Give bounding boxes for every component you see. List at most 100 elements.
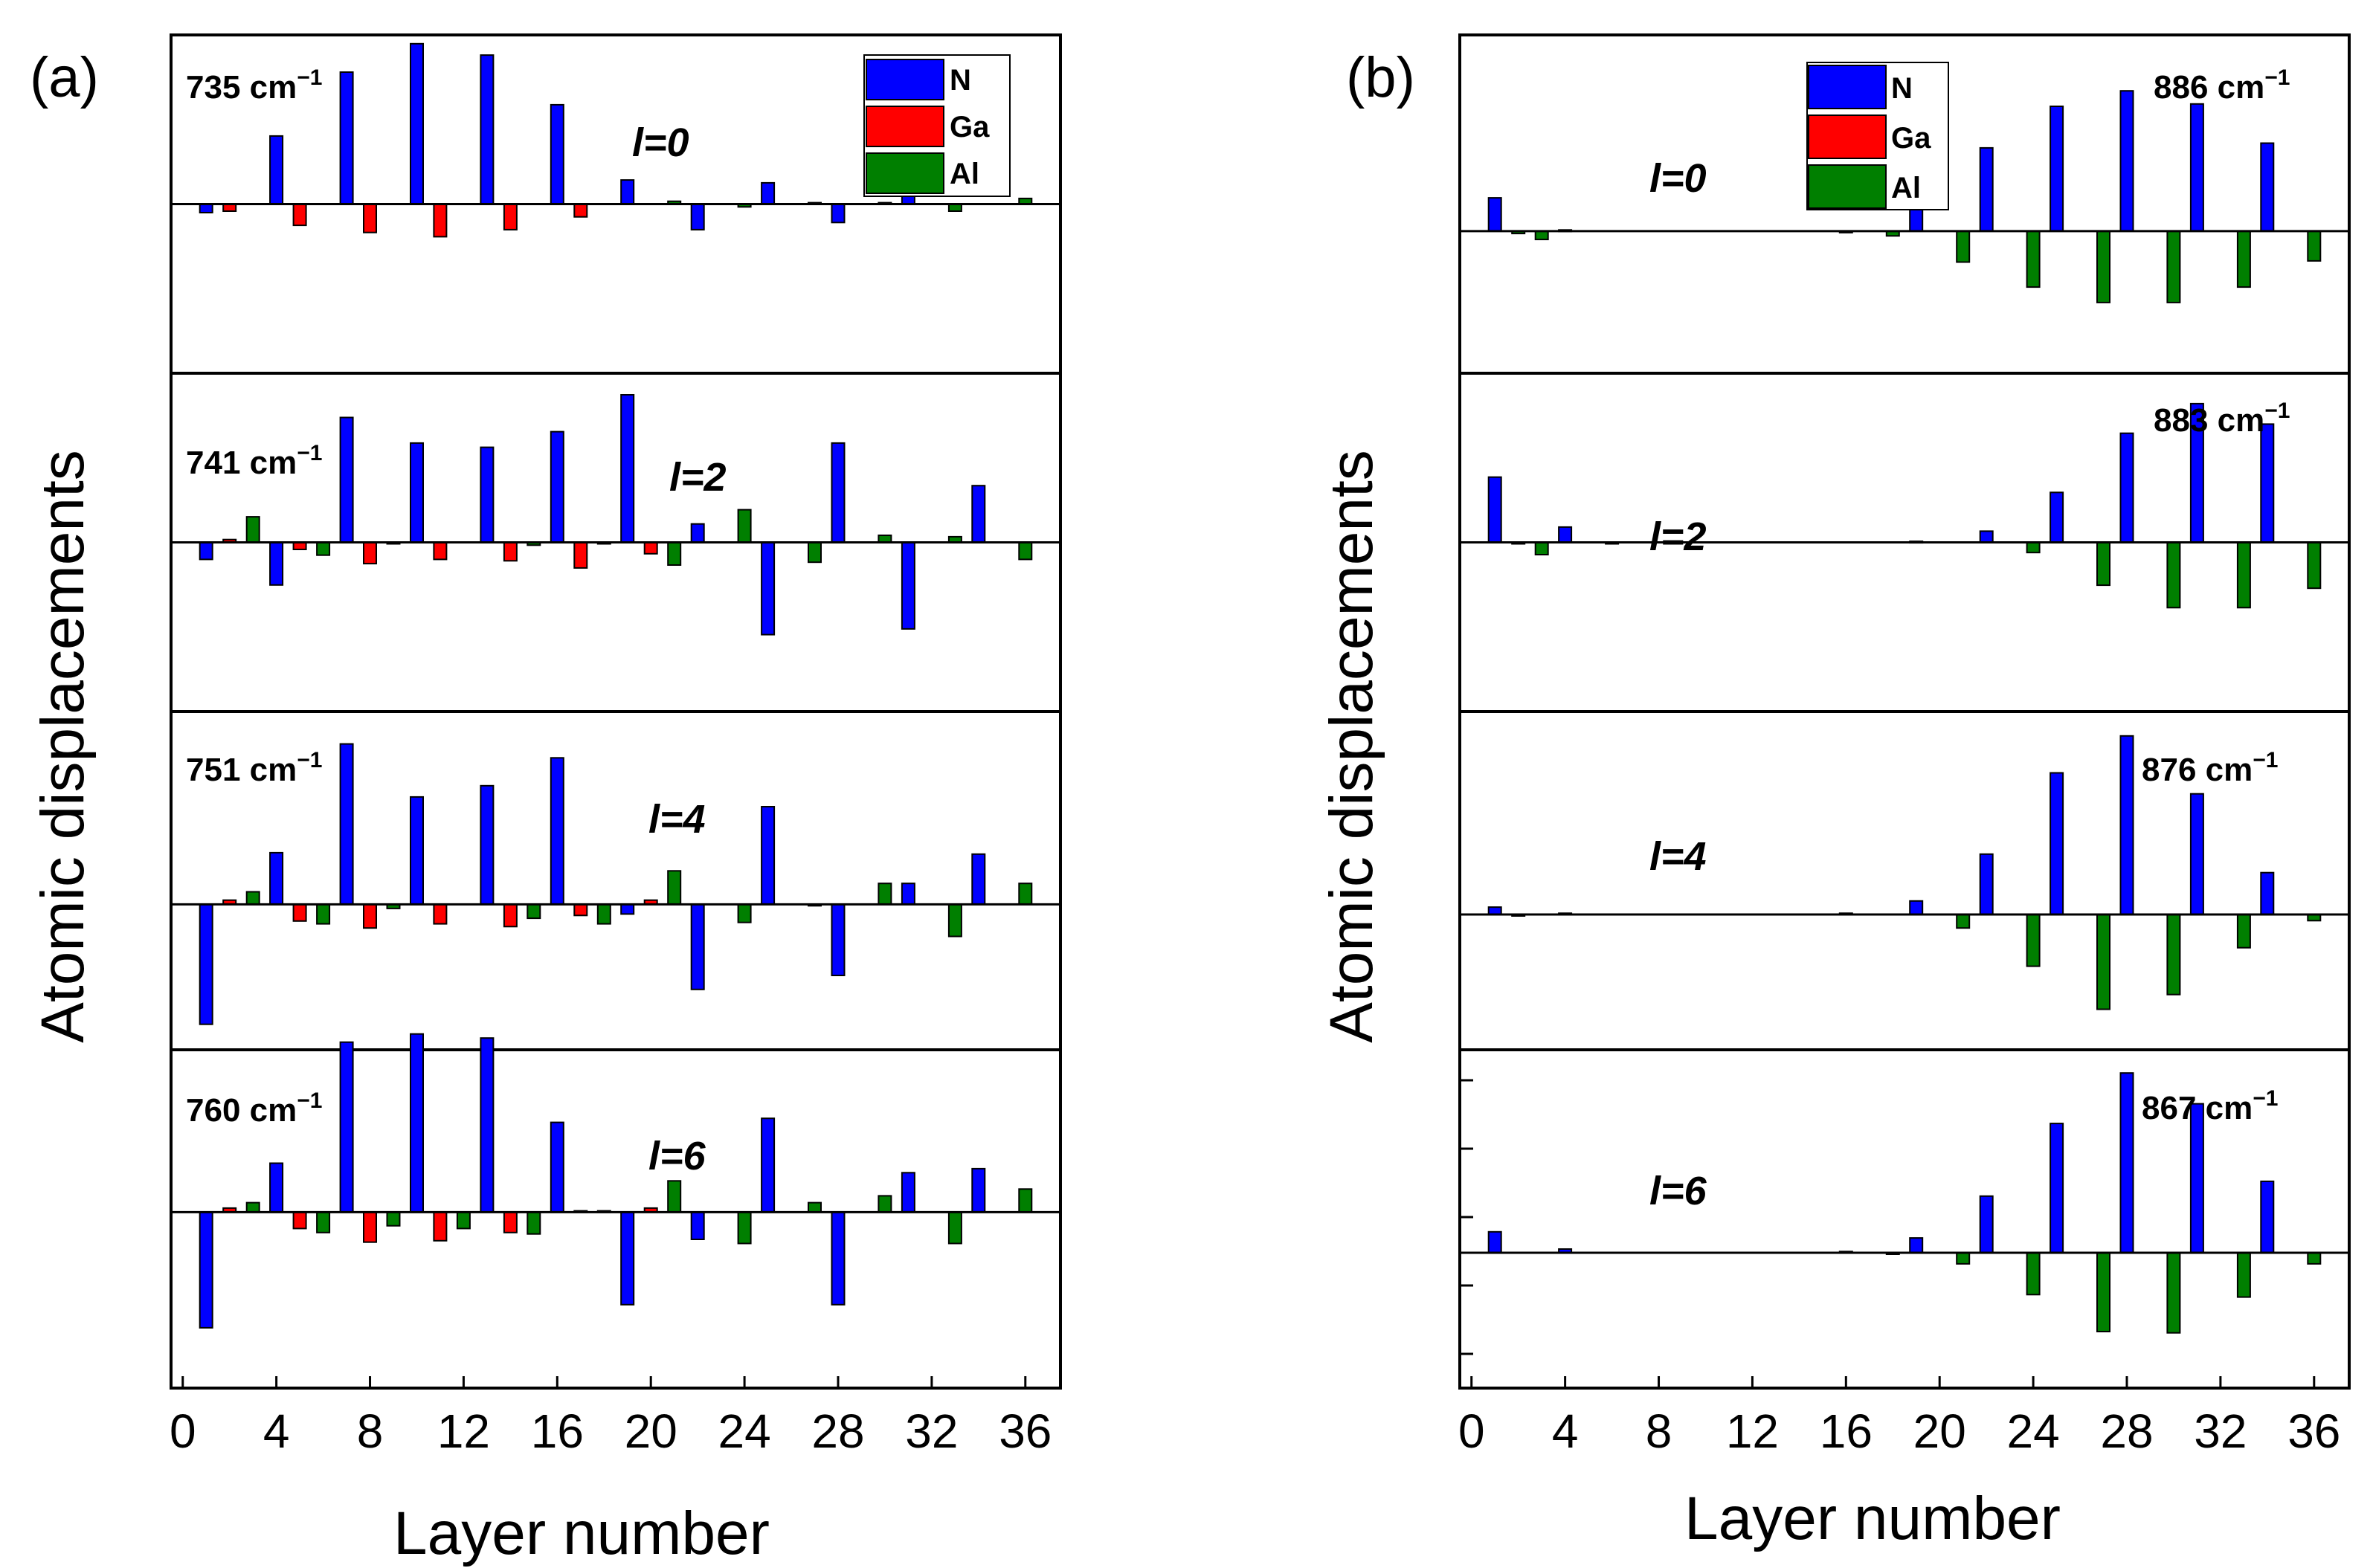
bar-al-layer-33 — [2236, 541, 2251, 609]
bar-al-layer-36 — [2307, 541, 2322, 590]
bar-al-layer-36 — [2307, 230, 2322, 262]
subplot-b-l4: 876 cm−1 l=4 — [1458, 710, 2351, 1051]
panel-a: (a) Atomic displacements Layer number 73… — [29, 33, 1062, 1567]
bar-al-layer-6 — [316, 903, 331, 925]
x-tick-label: 8 — [357, 1404, 384, 1458]
bar-n-layer-22 — [1979, 853, 1994, 916]
legend-label-n: N — [1891, 72, 1913, 105]
bar-ga-layer-17 — [573, 541, 588, 569]
bar-ga-layer-11 — [433, 903, 448, 925]
subplot-a-l4: 751 cm−1 l=4 — [170, 710, 1062, 1051]
bar-n-layer-22 — [690, 523, 705, 543]
bar-n-layer-25 — [761, 181, 776, 205]
bar-ga-layer-14 — [503, 203, 518, 230]
bar-ga-layer-5 — [292, 1211, 307, 1230]
bar-n-layer-13 — [480, 784, 495, 906]
bar-al-layer-24 — [2026, 914, 2041, 967]
bar-n-layer-34 — [2260, 423, 2275, 543]
bar-ga-layer-11 — [433, 1211, 448, 1242]
bar-al-layer-24 — [737, 1211, 752, 1245]
l-value-label: l=4 — [1649, 834, 1707, 879]
bar-al-layer-27 — [808, 1201, 822, 1213]
bar-al-layer-24 — [2026, 541, 2041, 554]
subplot-a-l2: 741 cm−1 l=2 — [170, 372, 1062, 713]
bar-n-layer-34 — [971, 485, 986, 543]
bar-n-layer-34 — [2260, 871, 2275, 915]
bar-n-layer-25 — [761, 806, 776, 906]
bar-al-layer-33 — [2236, 230, 2251, 288]
bar-n-layer-19 — [1909, 209, 1924, 232]
bar-n-layer-13 — [480, 446, 495, 543]
bar-al-layer-30 — [2166, 541, 2181, 609]
bar-n-layer-16 — [550, 430, 564, 543]
bar-group — [1460, 90, 2349, 303]
frequency-label: 760 cm−1 — [186, 1088, 322, 1129]
subplot-a-l6: 760 cm−1 l=6 — [170, 1033, 1062, 1390]
bar-al-layer-27 — [808, 541, 822, 564]
bar-al-layer-21 — [667, 870, 682, 906]
bar-n-layer-25 — [761, 541, 776, 636]
legend-label-al: Al — [950, 158, 979, 190]
bar-n-layer-4 — [269, 851, 284, 906]
bar-n-layer-31 — [2189, 793, 2204, 915]
bar-n-layer-25 — [2050, 106, 2064, 232]
l-value-label: l=2 — [669, 455, 727, 500]
bar-ga-layer-8 — [363, 541, 377, 565]
bar-n-layer-28 — [2119, 735, 2134, 915]
bar-n-layer-19 — [620, 903, 635, 915]
bar-n-layer-7 — [339, 1041, 354, 1213]
bar-n-layer-1 — [199, 903, 213, 1025]
bar-n-layer-28 — [2119, 90, 2134, 232]
l-value-label: l=6 — [1649, 1169, 1707, 1213]
bar-n-layer-1 — [199, 203, 213, 213]
bar-al-layer-33 — [2236, 1252, 2251, 1298]
bar-n-layer-1 — [199, 541, 213, 561]
bar-n-layer-28 — [831, 1211, 846, 1306]
bar-n-layer-16 — [550, 103, 564, 205]
x-tick-label: 8 — [1646, 1404, 1672, 1458]
bar-n-layer-1 — [1487, 197, 1502, 232]
bar-group — [1460, 402, 2349, 609]
bar-n-layer-22 — [1979, 146, 1994, 232]
bar-al-layer-27 — [2096, 1252, 2110, 1332]
bar-n-layer-1 — [199, 1211, 213, 1329]
bar-ga-layer-14 — [503, 541, 518, 562]
bar-n-layer-4 — [1558, 526, 1573, 543]
bar-al-layer-12 — [456, 1211, 471, 1230]
bar-group — [171, 42, 1060, 238]
panel-b: (b) Atomic displacements Layer number 88… — [1318, 33, 2351, 1552]
x-tick-label: 20 — [1913, 1404, 1966, 1458]
legend: N Ga Al — [863, 54, 1011, 197]
bar-ga-layer-5 — [292, 903, 307, 922]
bar-n-layer-10 — [410, 1033, 424, 1213]
subplot-b-l0: 886 cm−1 l=0 N Ga Al — [1458, 33, 2351, 375]
x-tick-label: 36 — [2287, 1404, 2340, 1458]
x-tick-label: 0 — [170, 1404, 196, 1458]
subplot-b-l6: 867 cm−1 l=6 — [1458, 1048, 2351, 1390]
l-value-label: l=2 — [1649, 514, 1707, 559]
x-tick-label: 24 — [718, 1404, 771, 1458]
legend-swatch-ga — [866, 106, 944, 147]
bar-ga-layer-8 — [363, 903, 377, 929]
x-tick-label: 4 — [1552, 1404, 1579, 1458]
bar-n-layer-4 — [269, 135, 284, 205]
bar-n-layer-13 — [480, 54, 495, 205]
bar-al-layer-30 — [2166, 230, 2181, 303]
bar-al-layer-3 — [1534, 230, 1549, 241]
bar-group — [171, 1033, 1060, 1329]
bar-ga-layer-5 — [292, 203, 307, 227]
bar-al-layer-3 — [245, 891, 260, 906]
panel-b-x-ticks: 0 4 8 12 16 20 24 28 32 36 — [1458, 1376, 2340, 1458]
bar-al-layer-24 — [737, 509, 752, 543]
panel-a-y-axis-label: Atomic displacements — [29, 450, 97, 1043]
bar-al-layer-21 — [1956, 230, 1971, 263]
bar-al-layer-30 — [878, 883, 892, 906]
bar-n-layer-19 — [620, 394, 635, 543]
bar-n-layer-34 — [2260, 1180, 2275, 1254]
bar-n-layer-19 — [1909, 1237, 1924, 1254]
bar-n-layer-13 — [480, 1037, 495, 1213]
bar-n-layer-34 — [2260, 142, 2275, 232]
legend-label-al: Al — [1891, 172, 1921, 204]
x-tick-label: 36 — [999, 1404, 1052, 1458]
